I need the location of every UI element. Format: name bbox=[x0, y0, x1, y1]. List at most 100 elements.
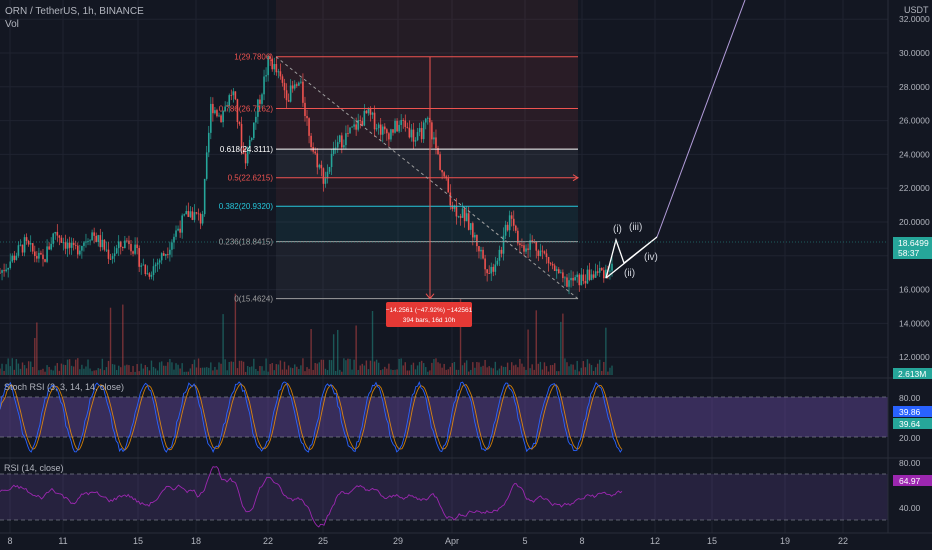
candle-body bbox=[353, 124, 355, 127]
volume-bar bbox=[34, 337, 36, 375]
volume-bar bbox=[101, 358, 104, 375]
volume-bar bbox=[427, 371, 429, 375]
candle-body bbox=[300, 81, 302, 83]
volume-bar bbox=[206, 367, 208, 375]
volume-bar bbox=[361, 363, 363, 375]
volume-bar bbox=[203, 367, 206, 375]
candle-body bbox=[560, 272, 562, 274]
volume-bar bbox=[586, 359, 589, 375]
candle-body bbox=[322, 168, 325, 184]
x-tick-label: 11 bbox=[58, 536, 67, 546]
candle-body bbox=[363, 110, 366, 126]
volume-bar bbox=[300, 365, 302, 375]
candle-body bbox=[433, 137, 435, 140]
candle-body bbox=[242, 147, 245, 154]
volume-bar bbox=[85, 366, 87, 375]
candle-body bbox=[44, 259, 46, 262]
volume-bar bbox=[30, 361, 32, 375]
volume-bar bbox=[443, 363, 445, 375]
volume-bar bbox=[531, 364, 533, 375]
volume-bar bbox=[0, 368, 1, 375]
volume-bar bbox=[228, 362, 230, 375]
volume-bar bbox=[285, 369, 288, 375]
candle-body bbox=[310, 135, 312, 148]
stoch-rsi-title: Stoch RSI (3, 3, 14, 14, close) bbox=[4, 382, 124, 392]
candle-body bbox=[11, 255, 14, 262]
volume-bar bbox=[242, 361, 245, 375]
candle-body bbox=[539, 250, 542, 257]
volume-bar bbox=[611, 365, 613, 375]
candle-body bbox=[529, 240, 531, 250]
candle-body bbox=[259, 99, 261, 104]
candle-body bbox=[181, 215, 183, 233]
candle-body bbox=[66, 242, 69, 249]
volume-bar bbox=[214, 366, 216, 375]
drawing-tools[interactable] bbox=[0, 0, 888, 300]
volume-label: Vol bbox=[5, 19, 19, 30]
candle-body bbox=[42, 254, 44, 260]
y-tick-label: 20.0000 bbox=[899, 217, 930, 227]
volume-bar bbox=[93, 370, 95, 375]
volume-bar bbox=[273, 370, 275, 375]
stoch-rsi-pane[interactable] bbox=[0, 380, 888, 453]
rsi-title: RSI (14, close) bbox=[4, 463, 64, 473]
volume-bar bbox=[220, 363, 222, 375]
candle-body bbox=[603, 270, 605, 279]
volume-bar bbox=[97, 368, 99, 375]
candle-body bbox=[83, 242, 85, 246]
candle-body bbox=[148, 273, 151, 277]
volume-bar bbox=[289, 367, 292, 375]
measure-box[interactable] bbox=[386, 302, 472, 327]
volume-bar bbox=[386, 368, 388, 375]
rsi-pane[interactable] bbox=[0, 466, 888, 528]
candle-body bbox=[371, 112, 374, 115]
volume-bar bbox=[484, 359, 486, 375]
candle-body bbox=[25, 237, 28, 241]
wave-label-ii: (ii) bbox=[624, 268, 635, 279]
candle-body bbox=[72, 242, 75, 245]
candle-body bbox=[500, 249, 503, 254]
volume-bar bbox=[48, 367, 50, 375]
volume-bar bbox=[492, 368, 494, 375]
candle-body bbox=[478, 246, 480, 252]
candle-body bbox=[578, 274, 581, 286]
candle-body bbox=[517, 230, 519, 244]
volume-bar bbox=[402, 365, 404, 375]
candle-body bbox=[498, 249, 501, 261]
candle-body bbox=[52, 233, 55, 244]
volume-bar bbox=[394, 369, 396, 375]
candle-body bbox=[93, 232, 95, 236]
candle-body bbox=[162, 253, 165, 256]
volume-bar bbox=[496, 370, 499, 375]
volume-bar bbox=[367, 369, 370, 375]
volume-bar bbox=[553, 363, 556, 375]
volume-bar bbox=[418, 361, 421, 375]
volume-bar bbox=[380, 370, 382, 375]
candlesticks[interactable] bbox=[0, 53, 613, 295]
y-tick-label: 24.0000 bbox=[899, 149, 930, 159]
y-tick-label: 28.0000 bbox=[899, 82, 930, 92]
elliott-wave bbox=[605, 236, 658, 279]
volume-bar bbox=[111, 364, 114, 375]
candle-body bbox=[115, 248, 118, 254]
volume-bar bbox=[58, 370, 61, 375]
candle-body bbox=[553, 265, 556, 271]
volume-bar bbox=[470, 369, 472, 375]
volume-bar bbox=[89, 368, 91, 375]
candle-body bbox=[502, 235, 505, 254]
candle-body bbox=[584, 280, 587, 284]
volume-bar bbox=[476, 362, 478, 375]
candle-body bbox=[79, 250, 81, 255]
volume-bar bbox=[318, 362, 321, 375]
candle-body bbox=[38, 252, 40, 259]
volume-bar bbox=[574, 369, 576, 375]
fib-level-label: 0.786(26.7162) bbox=[219, 104, 274, 113]
volume-bar bbox=[175, 363, 177, 375]
candle-body bbox=[449, 192, 452, 206]
measure-arrow bbox=[425, 293, 435, 300]
candle-body bbox=[426, 117, 429, 119]
volume-bar bbox=[138, 371, 140, 375]
candle-body bbox=[179, 228, 181, 233]
volume-bar bbox=[306, 367, 308, 375]
